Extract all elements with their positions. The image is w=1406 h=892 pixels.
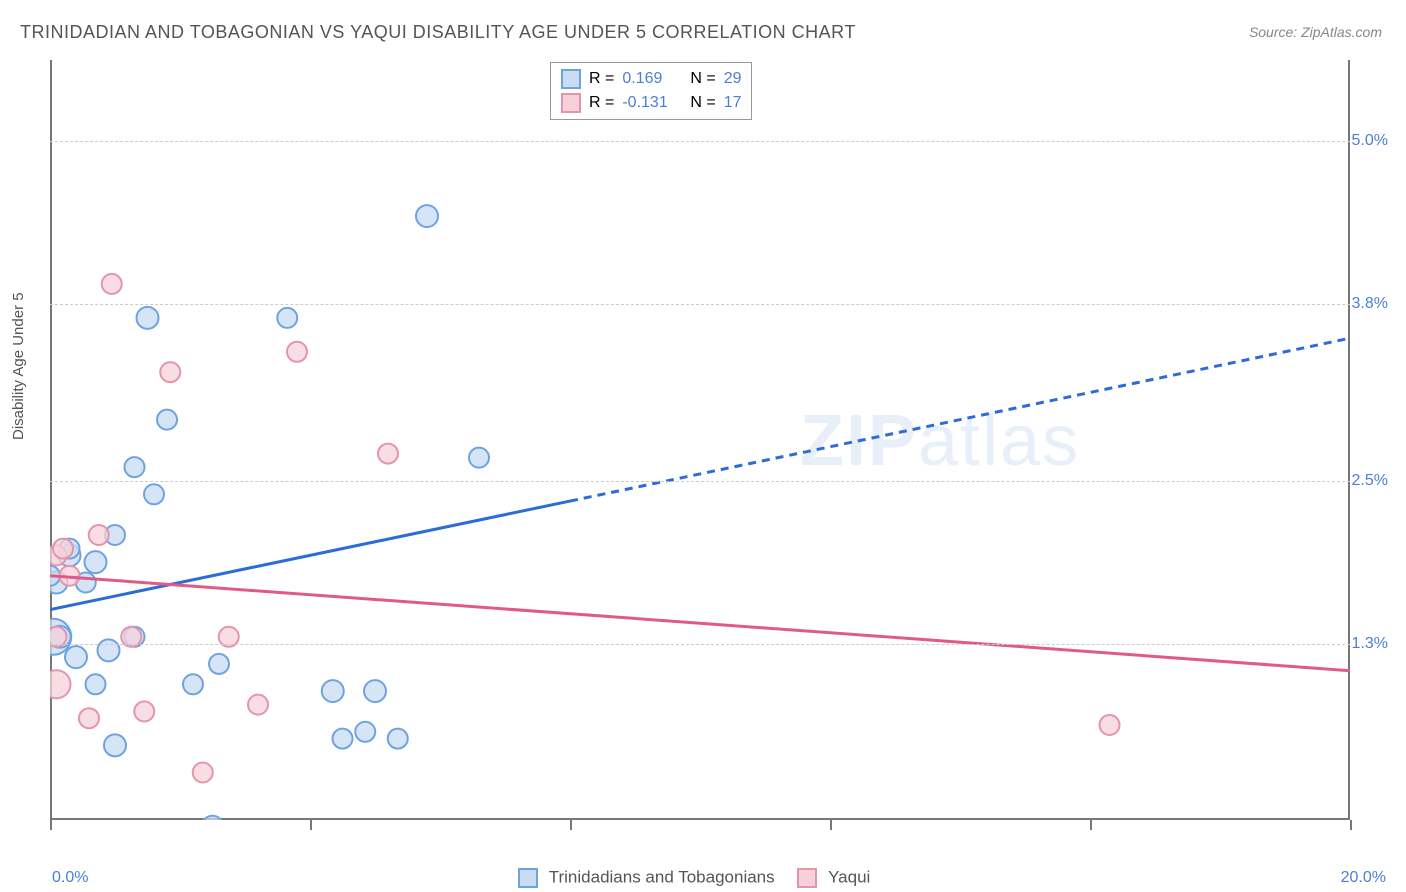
series-legend: Trinidadians and Tobagonians Yaqui (500, 867, 870, 888)
y-axis-right (1348, 60, 1350, 820)
data-point (134, 701, 154, 721)
data-point (193, 763, 213, 783)
x-tick-label-max: 20.0% (1341, 869, 1386, 887)
data-point (50, 545, 67, 565)
data-point (50, 670, 71, 698)
data-point (125, 457, 145, 477)
data-point (183, 674, 203, 694)
data-point (209, 654, 229, 674)
data-point (287, 342, 307, 362)
data-point (248, 695, 268, 715)
legend-label-a: Trinidadians and Tobagonians (549, 868, 775, 887)
legend-swatch-b2 (797, 868, 817, 888)
r-value-b: -0.131 (622, 91, 682, 115)
data-point (76, 573, 96, 593)
correlation-legend: R = 0.169 N = 29 R = -0.131 N = 17 (550, 62, 752, 120)
trend-line (50, 576, 1350, 671)
x-tick-label-min: 0.0% (52, 869, 88, 887)
data-point (65, 646, 87, 668)
x-axis (50, 818, 1350, 820)
x-tick (570, 820, 572, 830)
data-point (59, 544, 81, 566)
gridline (50, 481, 1350, 482)
data-point (333, 729, 353, 749)
data-point (157, 410, 177, 430)
legend-swatch-a2 (518, 868, 538, 888)
data-point (85, 551, 107, 573)
data-point (105, 525, 125, 545)
y-axis-left (50, 60, 52, 820)
data-point (355, 722, 375, 742)
data-point (53, 539, 73, 559)
data-point (144, 484, 164, 504)
data-point (416, 205, 438, 227)
r-label: R = (589, 67, 614, 91)
n-value-a: 29 (724, 67, 742, 91)
plot-area (50, 60, 1350, 820)
data-point (322, 680, 344, 702)
trend-line (570, 338, 1350, 501)
data-point (50, 619, 71, 655)
n-label: N = (690, 67, 715, 91)
legend-row-series-b: R = -0.131 N = 17 (561, 91, 741, 115)
chart-svg (50, 60, 1350, 820)
legend-swatch-a (561, 69, 581, 89)
data-point (86, 674, 106, 694)
source-label: Source: ZipAtlas.com (1249, 24, 1382, 40)
x-tick (1090, 820, 1092, 830)
data-point (89, 525, 109, 545)
n-label: N = (690, 91, 715, 115)
y-tick-label: 5.0% (1352, 132, 1388, 150)
gridline (50, 304, 1350, 305)
x-tick (310, 820, 312, 830)
n-value-b: 17 (724, 91, 742, 115)
y-tick-label: 1.3% (1352, 635, 1388, 653)
data-point (388, 729, 408, 749)
data-point (277, 308, 297, 328)
data-point (104, 734, 126, 756)
data-point (60, 566, 80, 586)
legend-label-b: Yaqui (828, 868, 870, 887)
gridline (50, 644, 1350, 645)
gridline (50, 141, 1350, 142)
legend-swatch-b (561, 93, 581, 113)
y-axis-label: Disability Age Under 5 (10, 292, 27, 440)
trend-line (50, 501, 570, 610)
data-point (137, 307, 159, 329)
data-point (378, 444, 398, 464)
data-point (1100, 715, 1120, 735)
data-point (102, 274, 122, 294)
r-label: R = (589, 91, 614, 115)
x-tick (50, 820, 52, 830)
data-point (60, 539, 80, 559)
data-point (50, 572, 68, 594)
x-tick (830, 820, 832, 830)
data-point (79, 708, 99, 728)
data-point (160, 362, 180, 382)
r-value-a: 0.169 (622, 67, 682, 91)
y-tick-label: 2.5% (1352, 472, 1388, 490)
x-tick (1350, 820, 1352, 830)
data-point (469, 448, 489, 468)
data-point (364, 680, 386, 702)
y-tick-label: 3.8% (1352, 295, 1388, 313)
legend-row-series-a: R = 0.169 N = 29 (561, 67, 741, 91)
chart-title: TRINIDADIAN AND TOBAGONIAN VS YAQUI DISA… (20, 22, 856, 43)
